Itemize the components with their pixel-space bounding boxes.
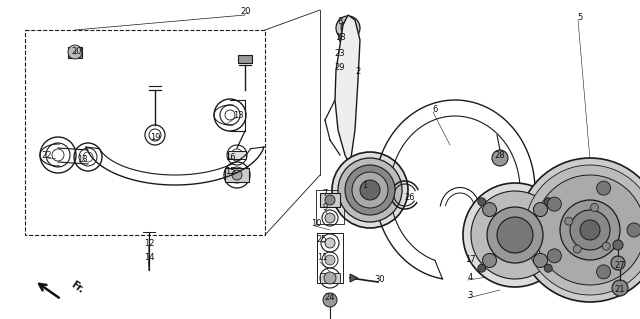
Polygon shape bbox=[350, 274, 358, 282]
Text: 27: 27 bbox=[614, 261, 625, 270]
Circle shape bbox=[492, 150, 508, 166]
Circle shape bbox=[323, 293, 337, 307]
Text: 10: 10 bbox=[311, 219, 321, 227]
Circle shape bbox=[341, 21, 355, 35]
Text: 17: 17 bbox=[465, 256, 476, 264]
Circle shape bbox=[478, 198, 486, 206]
Text: 28: 28 bbox=[495, 151, 506, 160]
Circle shape bbox=[570, 210, 610, 250]
Circle shape bbox=[611, 256, 625, 270]
Text: 12: 12 bbox=[144, 240, 154, 249]
Circle shape bbox=[534, 203, 547, 217]
Circle shape bbox=[544, 264, 552, 272]
Circle shape bbox=[525, 165, 640, 295]
Circle shape bbox=[483, 203, 497, 217]
Text: 4: 4 bbox=[467, 272, 472, 281]
Text: 9: 9 bbox=[323, 203, 328, 211]
Circle shape bbox=[478, 264, 486, 272]
Text: 23: 23 bbox=[335, 49, 346, 58]
Polygon shape bbox=[335, 15, 360, 165]
Circle shape bbox=[340, 49, 350, 59]
Circle shape bbox=[564, 217, 573, 225]
Text: 29: 29 bbox=[335, 63, 345, 72]
Bar bbox=[316, 190, 344, 224]
Circle shape bbox=[341, 66, 349, 74]
Text: 3: 3 bbox=[467, 291, 473, 300]
Circle shape bbox=[471, 191, 559, 279]
Text: 16: 16 bbox=[225, 152, 236, 161]
Circle shape bbox=[332, 152, 408, 228]
Text: 20: 20 bbox=[72, 48, 83, 56]
Circle shape bbox=[483, 254, 497, 267]
Circle shape bbox=[345, 165, 395, 215]
Circle shape bbox=[602, 242, 611, 250]
Text: 11: 11 bbox=[317, 254, 327, 263]
Circle shape bbox=[463, 183, 567, 287]
Circle shape bbox=[535, 175, 640, 285]
Circle shape bbox=[325, 255, 335, 265]
Text: Fr.: Fr. bbox=[69, 279, 86, 295]
Text: 25: 25 bbox=[317, 235, 327, 244]
Circle shape bbox=[360, 180, 380, 200]
Text: 22: 22 bbox=[42, 152, 52, 160]
Circle shape bbox=[560, 200, 620, 260]
Bar bbox=[238, 55, 252, 63]
Circle shape bbox=[544, 198, 552, 206]
Text: 30: 30 bbox=[374, 276, 385, 285]
Text: 14: 14 bbox=[144, 254, 154, 263]
Circle shape bbox=[336, 16, 360, 40]
Circle shape bbox=[547, 197, 561, 211]
Bar bbox=[228, 151, 246, 159]
Bar bbox=[320, 193, 340, 207]
Text: 2: 2 bbox=[355, 68, 360, 77]
Text: 8: 8 bbox=[337, 18, 342, 26]
Text: 18: 18 bbox=[335, 33, 346, 42]
Circle shape bbox=[497, 217, 533, 253]
Text: 5: 5 bbox=[577, 13, 582, 23]
Bar bbox=[320, 273, 340, 283]
Text: 19: 19 bbox=[150, 132, 160, 142]
Circle shape bbox=[591, 204, 598, 211]
Circle shape bbox=[324, 272, 336, 284]
Circle shape bbox=[338, 158, 402, 222]
Circle shape bbox=[68, 45, 82, 59]
Circle shape bbox=[325, 213, 335, 223]
Bar bbox=[25, 30, 265, 235]
Bar bbox=[68, 47, 82, 58]
Circle shape bbox=[518, 158, 640, 302]
Bar bbox=[317, 233, 343, 283]
Circle shape bbox=[573, 245, 581, 253]
Text: 13: 13 bbox=[233, 110, 243, 120]
Circle shape bbox=[596, 181, 611, 195]
Text: 15: 15 bbox=[225, 167, 236, 176]
Text: 20: 20 bbox=[241, 6, 252, 16]
Circle shape bbox=[612, 280, 628, 296]
Text: 13: 13 bbox=[77, 155, 87, 165]
Circle shape bbox=[627, 223, 640, 237]
Text: 21: 21 bbox=[615, 286, 625, 294]
Circle shape bbox=[547, 249, 561, 263]
Circle shape bbox=[487, 207, 543, 263]
Circle shape bbox=[339, 32, 351, 44]
Circle shape bbox=[325, 195, 335, 205]
Circle shape bbox=[534, 254, 547, 267]
Circle shape bbox=[232, 170, 242, 180]
Text: 26: 26 bbox=[404, 194, 415, 203]
Text: 24: 24 bbox=[324, 293, 335, 302]
Circle shape bbox=[613, 240, 623, 250]
Circle shape bbox=[580, 220, 600, 240]
Text: 6: 6 bbox=[432, 106, 438, 115]
Bar bbox=[225, 168, 249, 182]
Text: 7: 7 bbox=[323, 189, 328, 197]
Circle shape bbox=[325, 238, 335, 248]
Circle shape bbox=[352, 172, 388, 208]
Text: 1: 1 bbox=[362, 181, 367, 189]
Circle shape bbox=[596, 265, 611, 279]
